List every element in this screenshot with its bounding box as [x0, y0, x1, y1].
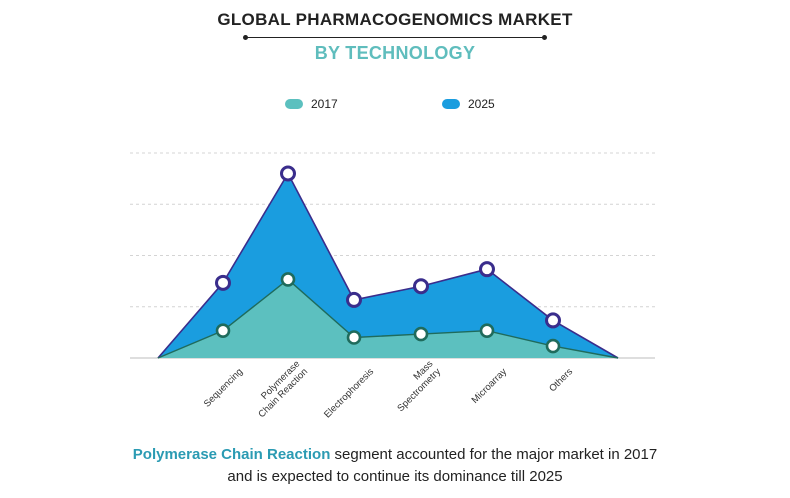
divider-dot-left — [243, 35, 248, 40]
point-2025 — [280, 165, 296, 182]
line-2025 — [157, 171, 619, 359]
chart-caption: Polymerase Chain Reaction segment accoun… — [0, 444, 790, 488]
point-2017 — [479, 323, 495, 338]
x-tick-label: Sequencing — [202, 366, 245, 409]
point-2017 — [346, 330, 362, 345]
point-2025 — [346, 291, 362, 308]
divider-dot-right — [542, 35, 547, 40]
x-tick-label: MassSpectrometry — [388, 358, 444, 414]
legend-label-2017: 2017 — [311, 97, 338, 111]
legend-swatch-2025 — [442, 99, 460, 109]
point-2017 — [413, 326, 429, 342]
area-chart: Sequencing PolymeraseChain Reaction Electr… — [130, 152, 655, 420]
legend-label-2025: 2025 — [468, 97, 495, 111]
point-2017 — [215, 323, 231, 338]
chart-subtitle: BY TECHNOLOGY — [314, 43, 476, 63]
point-2025 — [215, 274, 231, 291]
legend-swatch-2017 — [285, 99, 303, 109]
point-2025 — [479, 261, 495, 278]
caption-line-1-rest: segment accounted for the major market i… — [330, 446, 658, 463]
legend-item-2025: 2025 — [442, 97, 495, 111]
line-2017 — [157, 278, 619, 359]
x-tick-label: Electrophoresis — [322, 366, 376, 420]
title-divider — [243, 35, 547, 40]
x-tick-label: Others — [547, 366, 575, 394]
point-2025 — [413, 278, 429, 295]
point-2025 — [545, 312, 561, 329]
x-tick-label: PolymeraseChain Reaction — [249, 359, 310, 420]
point-2017 — [280, 272, 296, 287]
x-tick-label: Microarray — [470, 366, 510, 406]
caption-highlight: Polymerase Chain Reaction — [132, 446, 331, 463]
legend-item-2017: 2017 — [285, 97, 338, 111]
chart-title: GLOBAL PHARMACOGENOMICS MARKET — [217, 10, 573, 29]
caption-line-1: Polymerase Chain Reaction segment accoun… — [0, 444, 790, 466]
area-2017 — [158, 279, 618, 358]
caption-line-2: and is expected to continue its dominanc… — [227, 468, 563, 485]
point-2017 — [545, 338, 561, 354]
